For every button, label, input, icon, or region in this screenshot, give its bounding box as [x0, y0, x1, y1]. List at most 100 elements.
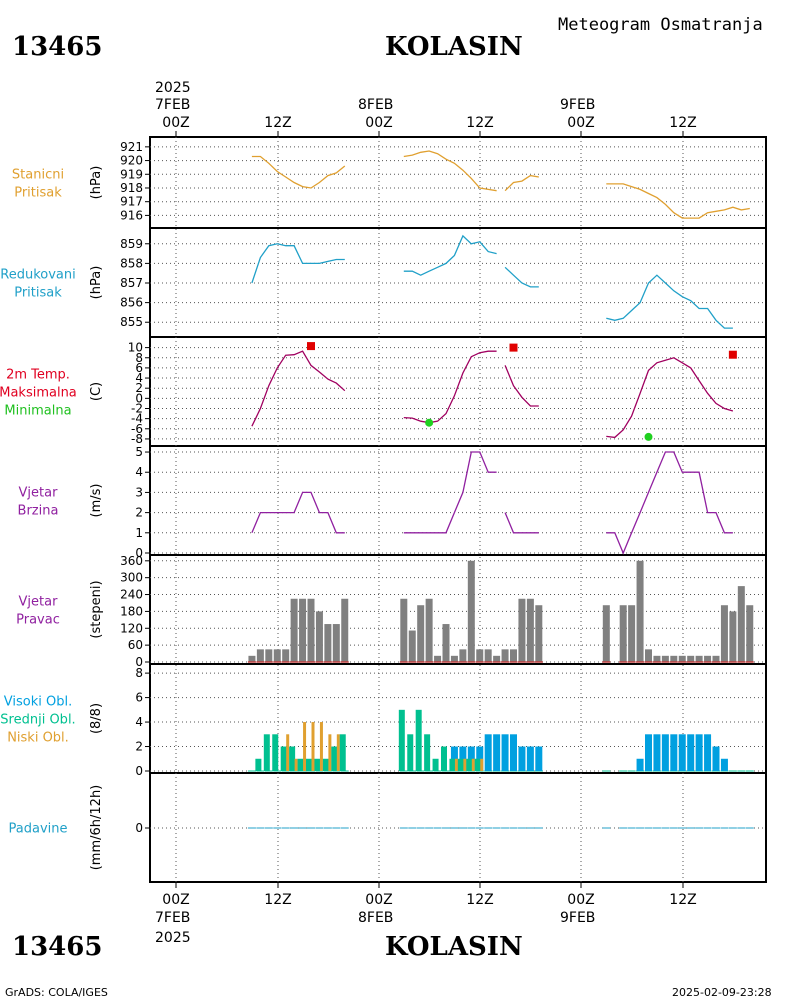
tmax-marker	[509, 343, 518, 352]
generation-timestamp: 2025-02-09-23:28	[672, 986, 772, 999]
wind-direction-bar	[678, 655, 686, 662]
value-tick-label: 0	[135, 391, 143, 405]
cloud-bar	[704, 734, 712, 771]
wind-direction-bar	[459, 649, 467, 662]
cloud-bar	[695, 734, 703, 771]
cloud-bar	[449, 758, 456, 771]
cloud-bar	[319, 722, 323, 771]
bottom-time-tick-label: 00Z	[567, 892, 594, 908]
bottom-time-tick-label: 12Z	[669, 892, 696, 908]
cloud-bar	[518, 746, 526, 771]
series-line	[403, 150, 497, 192]
bottom-day-label-2: 8FEB	[358, 910, 393, 926]
wind-direction-bar	[425, 598, 433, 662]
value-tick-label: 10	[128, 341, 143, 355]
value-tick-label: 916	[120, 208, 143, 222]
cloud-bar	[720, 758, 728, 771]
value-tick-label: 8	[135, 351, 143, 365]
station-id-top: 13465	[12, 32, 102, 62]
tmax-marker	[307, 342, 315, 351]
panel-unit-label: (hPa)	[89, 166, 104, 200]
tmin-marker	[425, 418, 434, 427]
cloud-bar	[272, 734, 279, 771]
value-tick-label: 5	[135, 445, 143, 459]
cloud-bar	[339, 734, 346, 771]
wind-direction-bar	[400, 598, 408, 662]
wind-direction-bar	[704, 655, 712, 662]
cloud-bar	[670, 734, 678, 771]
wind-direction-bar	[493, 655, 501, 662]
value-tick-label: 0	[135, 546, 143, 560]
wind-direction-bar	[282, 649, 290, 662]
panel-unit-label: (8/8)	[89, 703, 104, 734]
cloud-bar	[415, 709, 422, 771]
value-tick-label: 0	[135, 821, 143, 835]
panel-label: Minimalna	[4, 404, 71, 419]
series-line	[251, 350, 346, 427]
value-tick-label: 0	[135, 655, 143, 669]
panel-label: Brzina	[18, 504, 59, 519]
cloud-bar	[294, 758, 298, 771]
cloud-bar	[322, 758, 329, 771]
cloud-bar	[280, 746, 287, 771]
panel-label: Padavine	[9, 822, 68, 837]
cloud-bar	[653, 734, 661, 771]
value-tick-label: 2	[135, 381, 143, 395]
wind-direction-bar	[450, 655, 458, 662]
value-tick-label: 240	[120, 588, 143, 602]
top-day-label-3: 9FEB	[560, 97, 595, 113]
panel-unit-label: (C)	[89, 382, 104, 401]
wind-direction-bar	[408, 630, 416, 662]
panel-label: 2m Temp.	[6, 368, 70, 383]
station-name-bottom: KOLASIN	[385, 932, 523, 962]
value-tick-label: 180	[120, 604, 143, 618]
value-tick-label: 921	[120, 140, 143, 154]
value-tick-label: 2	[135, 740, 143, 754]
panel-unit-label: (hPa)	[89, 266, 104, 300]
wind-direction-bar	[332, 624, 340, 662]
value-tick-label: 6	[135, 691, 143, 705]
top-time-tick-label: 00Z	[567, 115, 594, 131]
value-tick-label: 4	[135, 371, 143, 385]
series-line	[504, 266, 539, 288]
wind-direction-bar	[273, 649, 281, 662]
wind-direction-bar	[619, 605, 627, 662]
value-tick-label: 919	[120, 167, 143, 181]
top-time-tick-label: 12Z	[264, 115, 291, 131]
cloud-bar	[463, 758, 467, 771]
value-tick-label: 4	[135, 715, 143, 729]
wind-direction-bar	[535, 605, 543, 662]
wind-direction-bar	[307, 598, 315, 662]
panel-unit-label: (m/s)	[89, 484, 104, 518]
value-tick-label: 920	[120, 154, 143, 168]
wind-direction-bar	[315, 611, 323, 662]
wind-direction-bar	[442, 624, 450, 662]
wind-direction-bar	[265, 649, 273, 662]
station-name-top: KOLASIN	[385, 32, 523, 62]
wind-direction-bar	[476, 649, 484, 662]
wind-direction-bar	[467, 560, 475, 662]
cloud-bar	[454, 758, 458, 771]
value-tick-label: 856	[120, 296, 143, 310]
cloud-bar	[331, 746, 338, 771]
wind-direction-bar	[434, 655, 442, 662]
bottom-year-label: 2025	[155, 930, 191, 946]
cloud-bar	[493, 734, 501, 771]
wind-direction-bar	[510, 649, 517, 662]
value-tick-label: -2	[131, 401, 143, 415]
value-tick-label: 3	[135, 485, 143, 499]
top-time-tick-label: 00Z	[365, 115, 392, 131]
panel-label: Visoki Obl.	[4, 695, 72, 710]
wind-direction-bar	[737, 586, 745, 662]
cloud-bar	[398, 709, 405, 771]
series-line	[504, 174, 539, 192]
plot-frame	[149, 136, 767, 883]
wind-direction-bar	[518, 598, 526, 662]
cloud-bar	[328, 734, 332, 771]
series-line	[606, 183, 750, 219]
series-line	[504, 512, 539, 534]
cloud-bar	[303, 722, 307, 771]
cloud-bar	[687, 734, 695, 771]
value-tick-label: -8	[131, 432, 143, 446]
value-tick-label: 917	[120, 195, 143, 209]
